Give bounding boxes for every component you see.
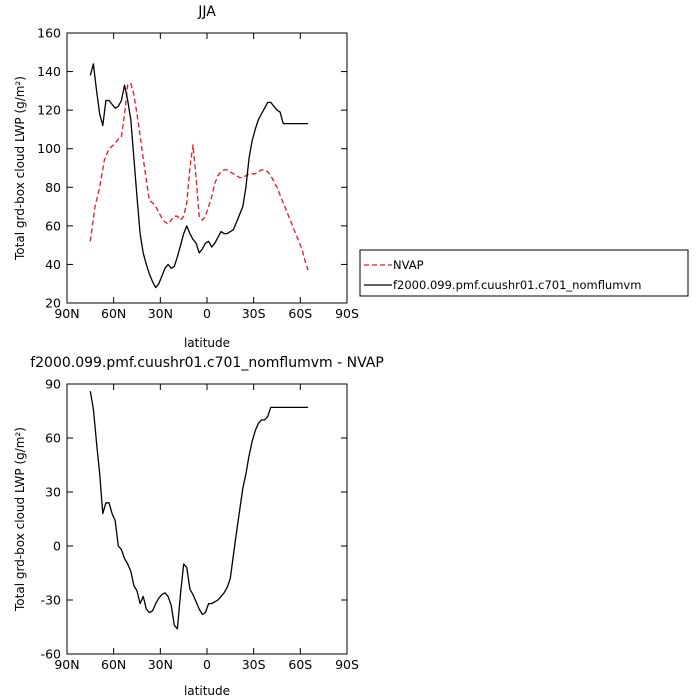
- top-series-line-nvap: [89, 82, 309, 271]
- top-x-axis-label: latitude: [184, 336, 230, 350]
- top-x-tick-label: 90S: [335, 306, 359, 321]
- bottom-axes: 90N 60N 30N 0 30S 60S 90S -60 -30 0 30 60 90: [41, 377, 359, 673]
- top-y-tick-label: 60: [45, 218, 61, 233]
- legend: NVAP f2000.099.pmf.cuushr01.c701_nomflum…: [359, 249, 689, 297]
- bottom-y-tick-label: 0: [53, 539, 61, 554]
- top-x-tick-label: 90N: [54, 306, 79, 321]
- top-axes: 90N 60N 30N 0 30S 60S 90S 20 40 60 80 100 120 140 160: [37, 26, 359, 322]
- top-x-tick-label: 60N: [101, 306, 126, 321]
- legend-label-nvap: NVAP: [393, 258, 424, 272]
- top-x-tick-label: 30S: [242, 306, 266, 321]
- legend-label-model: f2000.099.pmf.cuushr01.c701_nomflumvm: [393, 278, 641, 292]
- bottom-series-lines: [89, 391, 309, 630]
- top-panel: JJA 90N 60N 30N 0 30S 60S 90S 20 40 60 80 100 120 140…: [13, 4, 359, 350]
- top-y-axis-label: Total grd-box cloud LWP (g/m²): [13, 76, 27, 261]
- top-chart-title: JJA: [197, 4, 216, 20]
- top-y-tick-label: 140: [37, 64, 61, 79]
- bottom-y-tick-label: -30: [41, 593, 61, 608]
- bottom-x-tick-label: 90N: [54, 657, 79, 672]
- bottom-x-tick-label: 60N: [101, 657, 126, 672]
- top-x-tick-label: 0: [203, 306, 211, 321]
- bottom-x-tick-label: 0: [203, 657, 211, 672]
- top-series-lines: [89, 63, 309, 289]
- bottom-x-axis-label: latitude: [184, 684, 230, 698]
- bottom-x-tick-label: 60S: [288, 657, 312, 672]
- bottom-series-line-0: [89, 391, 309, 630]
- top-y-tick-label: 120: [37, 103, 61, 118]
- bottom-y-tick-label: -60: [41, 647, 61, 662]
- bottom-y-tick-label: 60: [45, 431, 61, 446]
- top-series-line-f2000-099-pmf-cuushr01-c701-nomflumvm: [89, 63, 309, 289]
- bottom-x-tick-label: 30N: [148, 657, 173, 672]
- bottom-y-tick-label: 30: [45, 485, 61, 500]
- top-x-tick-label: 30N: [148, 306, 173, 321]
- top-y-tick-label: 160: [37, 26, 61, 41]
- top-y-tick-label: 80: [45, 180, 61, 195]
- bottom-y-axis-label: Total grd-box cloud LWP (g/m²): [13, 427, 27, 612]
- legend-box: [359, 249, 689, 297]
- top-x-tick-label: 60S: [288, 306, 312, 321]
- bottom-panel: f2000.099.pmf.cuushr01.c701_nomflumvm - …: [13, 355, 384, 698]
- bottom-y-tick-label: 90: [45, 377, 61, 392]
- bottom-plot-frame: [66, 383, 348, 655]
- top-y-tick-label: 40: [45, 257, 61, 272]
- bottom-x-tick-label: 30S: [242, 657, 266, 672]
- top-y-tick-label: 100: [37, 141, 61, 156]
- bottom-x-tick-label: 90S: [335, 657, 359, 672]
- bottom-chart-title: f2000.099.pmf.cuushr01.c701_nomflumvm - …: [30, 355, 384, 371]
- top-y-tick-label: 20: [45, 296, 61, 311]
